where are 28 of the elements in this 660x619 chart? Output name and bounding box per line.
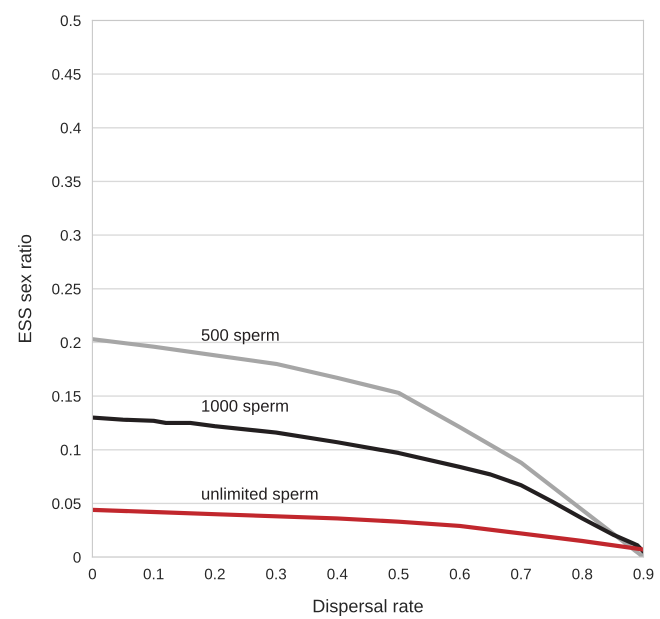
x-tick-label: 0: [88, 568, 96, 580]
y-tick-label: 0.35: [52, 176, 81, 188]
x-tick-label: 0.3: [266, 568, 286, 580]
y-tick-label: 0.45: [52, 68, 81, 80]
series-label: unlimited sperm: [202, 488, 318, 504]
y-tick-label: 0.25: [52, 284, 81, 294]
y-tick-label: 0.5: [60, 15, 81, 26]
series-label: 500 sperm: [202, 329, 279, 344]
x-tick-label: 0.4: [327, 568, 348, 580]
y-axis-title: ESS sex ratio: [18, 234, 32, 342]
x-tick-label: 0.5: [388, 568, 409, 580]
y-tick-label: 0.4: [60, 122, 81, 134]
x-axis-title: Dispersal rate: [314, 599, 423, 616]
y-tick-label: 0.15: [52, 390, 81, 402]
y-tick-label: 0.3: [60, 230, 81, 241]
y-tick-label: 0: [73, 552, 81, 563]
y-tick-label: 0.05: [52, 498, 81, 510]
x-tick-label: 0.2: [204, 568, 225, 580]
line-series: [92, 415, 644, 554]
x-tick-label: 0.9: [633, 568, 654, 580]
series-label: 1000 sperm: [202, 400, 288, 416]
line-series: [92, 508, 644, 552]
x-tick-label: 0.1: [144, 568, 164, 580]
x-tick-label: 0.7: [511, 568, 531, 580]
y-tick-label: 0.1: [60, 444, 81, 456]
x-tick-label: 0.8: [572, 568, 592, 580]
y-tick-label: 0.2: [60, 337, 81, 348]
x-tick-label: 0.6: [450, 568, 470, 580]
